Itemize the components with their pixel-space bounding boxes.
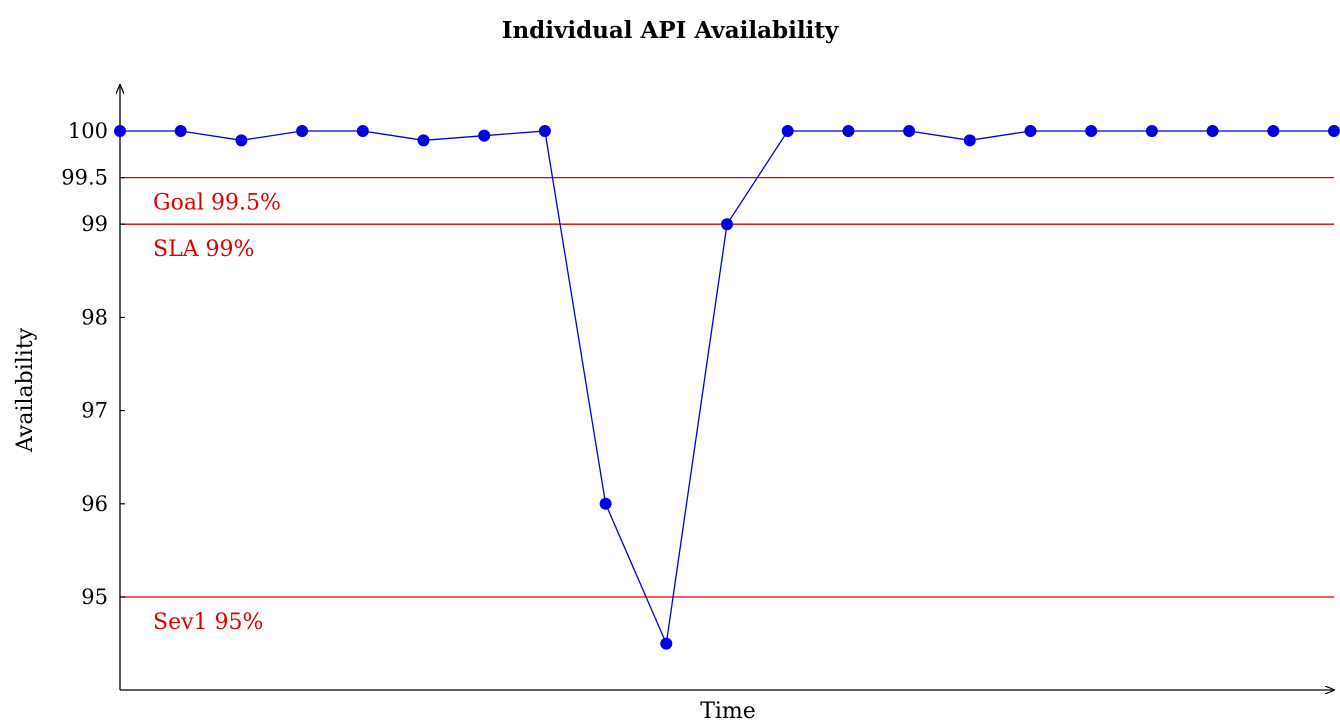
data-point [842,125,855,137]
x-axis-label: Time [700,699,756,723]
data-point [1024,125,1037,137]
data-point [1328,125,1340,137]
data-point [417,134,430,147]
y-tick-label: 95 [81,585,108,609]
reference-lines: Goal 99.5% SLA 99% Sev1 95% [120,176,1334,635]
y-tick-label: 97 [81,399,108,423]
data-point [114,125,126,137]
data-point [1206,125,1219,137]
y-axis-label: Availability [13,327,38,453]
data-point [721,218,733,231]
data-point [1145,125,1158,137]
data-point [478,129,491,142]
data-point [660,637,673,650]
data-point [599,497,612,510]
data-point [235,134,248,147]
data-point [296,125,309,137]
data-point [781,125,794,137]
y-tick-label: 98 [81,305,108,329]
data-point [1267,125,1280,137]
reference-line-label: Sev1 95% [153,610,263,635]
data-point [174,125,187,137]
y-tick-label: 99.5 [61,166,108,190]
y-tick-label: 99 [81,212,108,236]
series-group [114,125,1340,650]
data-point [1085,125,1098,137]
series-line [120,130,1334,646]
y-ticks: 95 96 97 98 99 99.5 100 [61,119,125,609]
y-tick-label: 96 [81,492,108,516]
reference-line-label: SLA 99% [153,237,254,262]
reference-line-label: Goal 99.5% [153,191,281,216]
chart-title: Individual API Availability [502,17,839,44]
data-point [963,134,976,147]
data-point [903,125,916,137]
data-point [356,125,369,137]
y-tick-label: 100 [68,119,108,143]
data-point [538,125,551,137]
